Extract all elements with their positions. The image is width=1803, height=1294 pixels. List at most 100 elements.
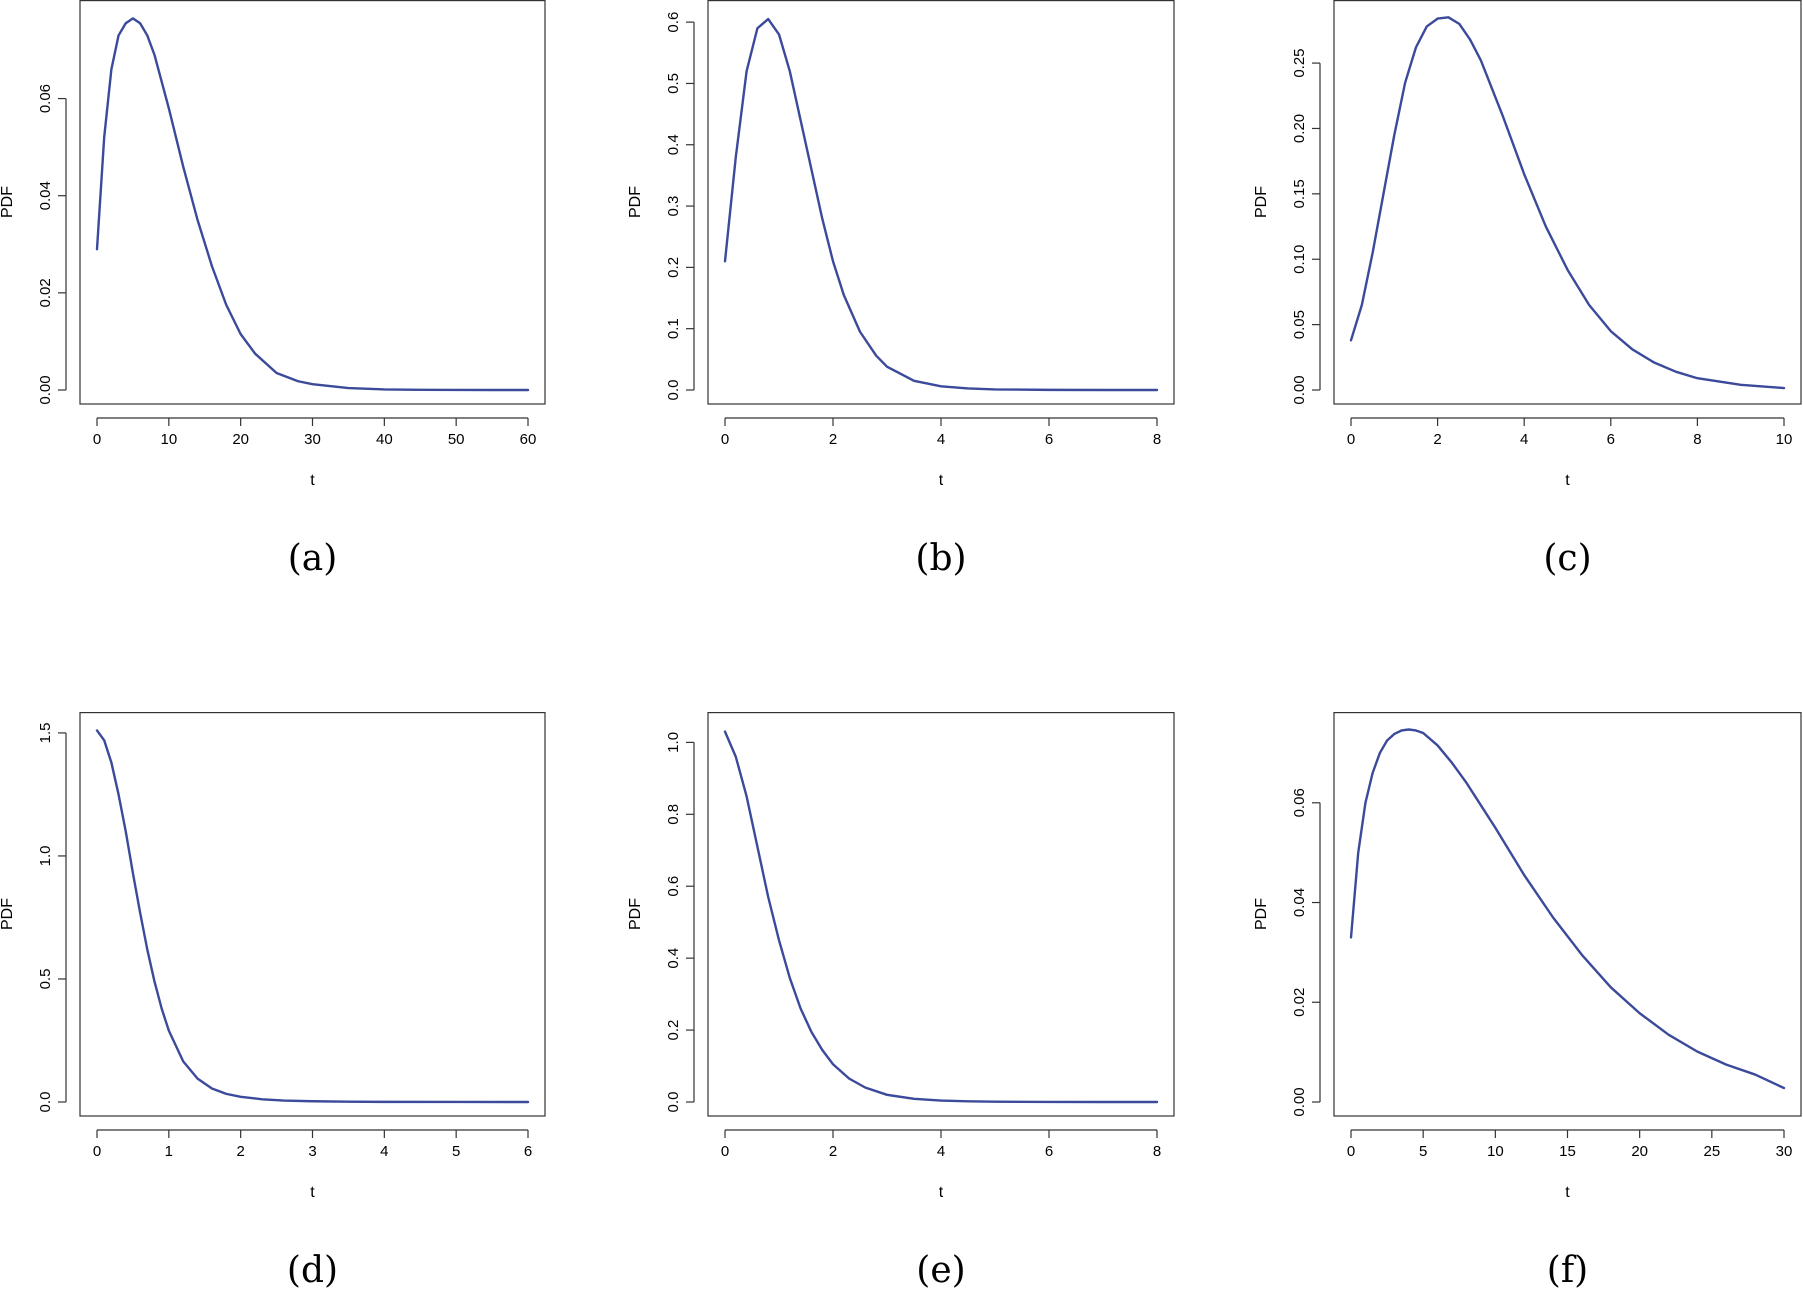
y-tick-label: 0.5 [37, 969, 54, 990]
plot-frame [1333, 0, 1802, 405]
chart-panel-2: 0 2 4 6 8 0.0 0.1 0.2 0.3 0.4 0.5 0.6 t PDF (b) [627, 0, 1175, 579]
y-tick-label: 0.8 [665, 804, 682, 825]
chart-panel-3: 0 2 4 6 8 10 0.00 0.05 0.10 0.15 0.20 0.25 t PDF (c) [1253, 0, 1802, 579]
x-tick-label: 0 [1347, 1143, 1355, 1160]
y-axis-label: PDF [627, 898, 644, 930]
y-tick-label: 0.02 [1291, 988, 1308, 1017]
x-tick-label: 25 [1703, 1143, 1720, 1160]
plot-frame [79, 0, 546, 405]
y-tick-label: 0.06 [1291, 788, 1308, 817]
x-tick-label: 15 [1559, 1143, 1576, 1160]
y-tick-label: 0.6 [665, 12, 682, 33]
panel-caption: (c) [1543, 538, 1591, 579]
pdf-curve [723, 17, 1159, 392]
plot-frame [707, 711, 1175, 1117]
y-tick-label: 0.15 [1291, 179, 1308, 208]
x-tick-label: 10 [1776, 431, 1793, 448]
x-tick-label: 6 [524, 1143, 532, 1160]
x-tick-label: 0 [93, 1143, 101, 1160]
y-tick-label: 0.2 [665, 1020, 682, 1041]
x-tick-label: 0 [1347, 431, 1355, 448]
panel-caption: (f) [1547, 1250, 1588, 1291]
x-axis-label: t [1565, 1184, 1570, 1201]
pdf-curve [723, 730, 1159, 1104]
y-tick-label: 0.5 [665, 73, 682, 94]
y-axis-label: PDF [0, 186, 16, 218]
x-tick-label: 20 [1631, 1143, 1648, 1160]
y-tick-label: 0.4 [665, 948, 682, 969]
x-tick-label: 4 [380, 1143, 388, 1160]
pdf-curve [95, 17, 530, 392]
y-tick-label: 0.10 [1291, 245, 1308, 274]
x-tick-label: 2 [829, 431, 837, 448]
y-tick-label: 0.0 [665, 380, 682, 401]
y-tick-label: 0.0 [665, 1092, 682, 1113]
panel-caption: (e) [916, 1250, 965, 1291]
x-tick-label: 8 [1153, 431, 1161, 448]
y-axis-label: PDF [627, 186, 644, 218]
x-tick-label: 10 [160, 431, 177, 448]
x-axis-label: t [939, 472, 944, 489]
y-tick-label: 0.0 [37, 1092, 54, 1113]
y-tick-label: 0.00 [37, 375, 54, 404]
x-tick-label: 6 [1607, 431, 1615, 448]
y-tick-label: 0.05 [1291, 310, 1308, 339]
x-tick-label: 0 [721, 431, 729, 448]
x-tick-label: 8 [1153, 1143, 1161, 1160]
y-tick-label: 0.00 [1291, 1087, 1308, 1116]
x-tick-label: 30 [304, 431, 321, 448]
plot-frame [707, 0, 1175, 405]
x-tick-label: 4 [937, 1143, 945, 1160]
chart-panel-4: 0 1 2 3 4 5 6 0.0 0.5 1.0 1.5 t PDF (d) [0, 711, 546, 1291]
y-tick-label: 0.2 [665, 257, 682, 278]
x-tick-label: 50 [448, 431, 465, 448]
x-tick-label: 40 [376, 431, 393, 448]
x-tick-label: 1 [165, 1143, 173, 1160]
panel-caption: (d) [287, 1250, 338, 1291]
y-tick-label: 0.04 [37, 181, 54, 210]
x-tick-label: 6 [1045, 1143, 1053, 1160]
y-tick-label: 1.0 [37, 846, 54, 867]
y-tick-label: 0.06 [37, 84, 54, 113]
chart-panel-6: 0 5 10 15 20 25 30 0.00 0.02 0.04 0.06 t PDF (f) [1253, 711, 1802, 1291]
panel-caption: (a) [288, 538, 338, 579]
x-tick-label: 3 [308, 1143, 316, 1160]
chart-panel-5: 0 2 4 6 8 0.0 0.2 0.4 0.6 0.8 1.0 t PDF (e) [627, 711, 1175, 1291]
x-tick-label: 2 [236, 1143, 244, 1160]
y-axis-label: PDF [0, 898, 16, 930]
x-tick-label: 30 [1776, 1143, 1793, 1160]
y-tick-label: 0.1 [665, 318, 682, 339]
panel-caption: (b) [915, 538, 966, 579]
pdf-curve [95, 729, 530, 1104]
x-tick-label: 0 [721, 1143, 729, 1160]
pdf-curve [1349, 728, 1786, 1090]
x-axis-label: t [310, 472, 315, 489]
x-tick-label: 10 [1487, 1143, 1504, 1160]
x-tick-label: 6 [1045, 431, 1053, 448]
x-axis-label: t [1565, 472, 1570, 489]
y-tick-label: 0.4 [665, 134, 682, 155]
y-tick-label: 0.02 [37, 278, 54, 307]
x-tick-label: 2 [829, 1143, 837, 1160]
x-tick-label: 8 [1693, 431, 1701, 448]
x-axis-label: t [310, 1184, 315, 1201]
y-tick-label: 0.00 [1291, 375, 1308, 404]
y-tick-label: 1.5 [37, 722, 54, 743]
pdf-curve [1349, 16, 1786, 390]
x-tick-label: 60 [520, 431, 537, 448]
x-axis-label: t [939, 1184, 944, 1201]
chart-panel-1: 0 10 20 30 40 50 60 0.00 0.02 0.04 0.06 t PDF (a) [0, 0, 546, 579]
x-tick-label: 0 [93, 431, 101, 448]
plot-frame [1333, 711, 1802, 1117]
y-tick-label: 0.04 [1291, 888, 1308, 917]
x-tick-label: 4 [1520, 431, 1528, 448]
plot-frame [79, 711, 546, 1117]
x-tick-label: 2 [1433, 431, 1441, 448]
y-tick-label: 0.25 [1291, 48, 1308, 77]
x-tick-label: 4 [937, 431, 945, 448]
y-tick-label: 1.0 [665, 732, 682, 753]
y-axis-label: PDF [1253, 186, 1270, 218]
y-tick-label: 0.20 [1291, 114, 1308, 143]
x-tick-label: 5 [452, 1143, 460, 1160]
